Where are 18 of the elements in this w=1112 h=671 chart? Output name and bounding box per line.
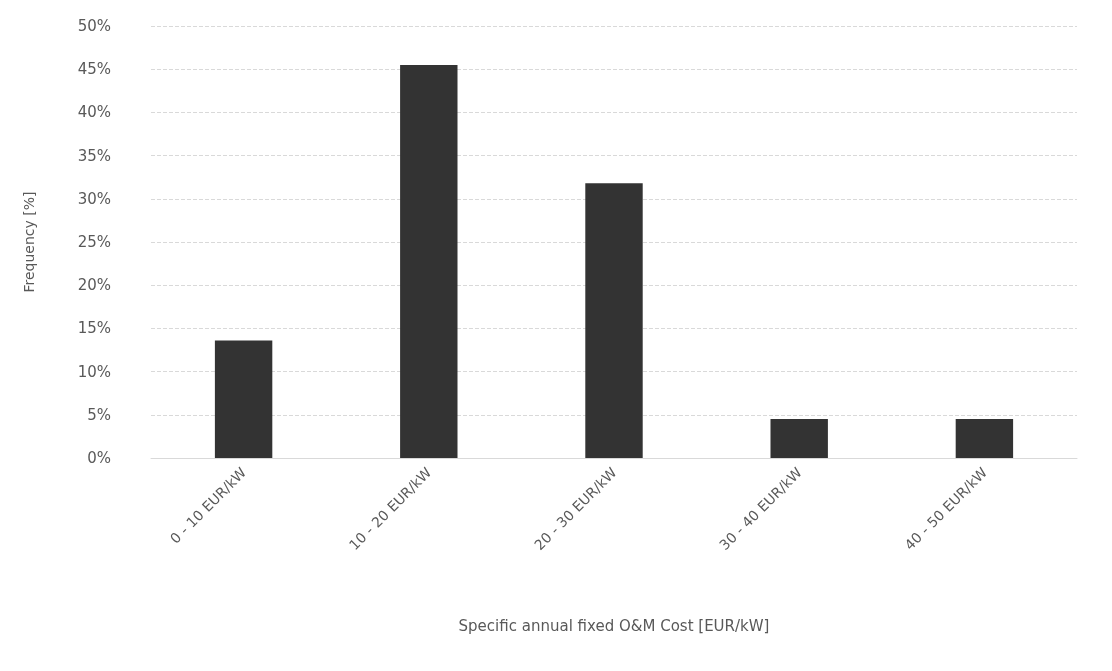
bar xyxy=(400,64,458,458)
y-tick-label: 0% xyxy=(87,449,111,467)
bar xyxy=(955,419,1014,458)
y-tick-label: 20% xyxy=(77,276,111,295)
y-tick-label: 50% xyxy=(77,17,111,35)
y-axis-title: Frequency [%] xyxy=(21,191,37,293)
y-tick-label: 30% xyxy=(77,189,111,208)
y-tick-label: 25% xyxy=(77,233,111,251)
y-tick-label: 5% xyxy=(87,405,111,424)
bar xyxy=(585,183,643,458)
bar xyxy=(214,340,273,458)
bar xyxy=(770,419,828,458)
x-axis-title: Specific annual fixed O&M Cost [EUR/kW] xyxy=(458,616,770,635)
y-tick-label: 45% xyxy=(77,60,111,79)
y-tick-label: 40% xyxy=(77,103,111,122)
y-tick-label: 10% xyxy=(77,362,111,381)
y-tick-label: 15% xyxy=(77,319,111,338)
y-tick-label: 35% xyxy=(77,146,111,165)
